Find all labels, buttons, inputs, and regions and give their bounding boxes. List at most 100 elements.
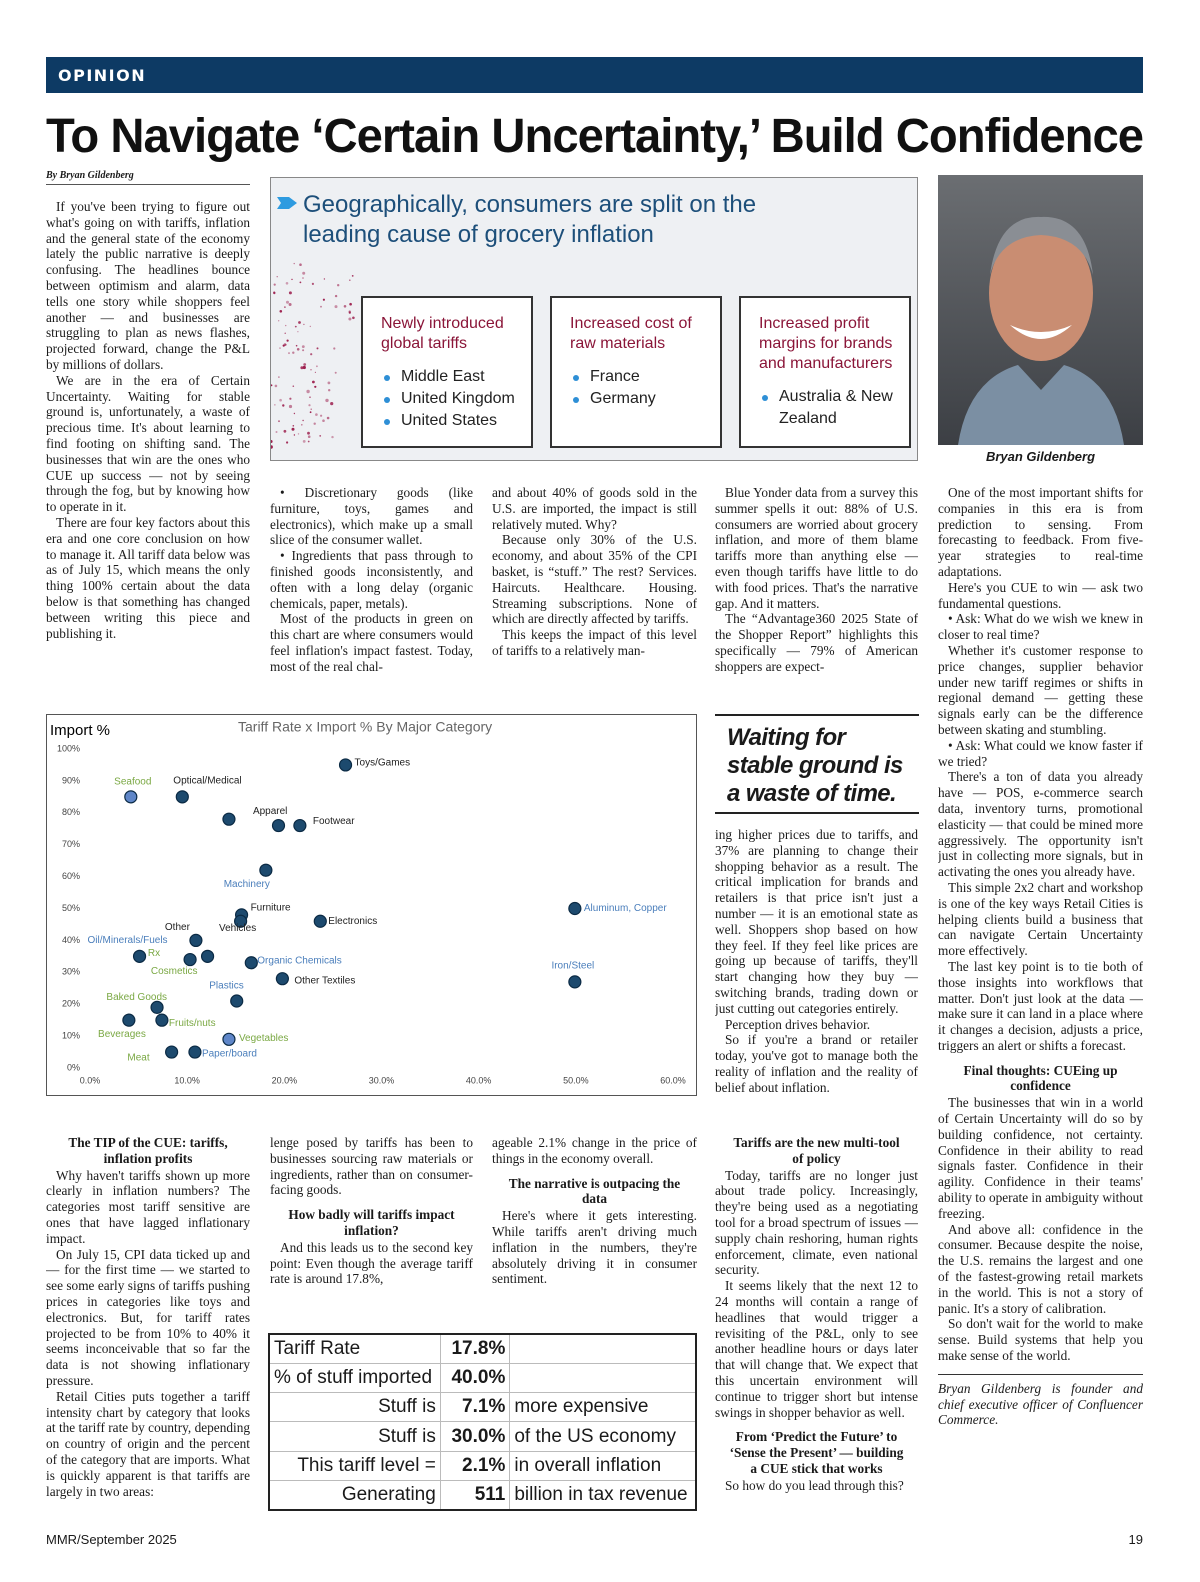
decor-dot <box>302 277 304 279</box>
paragraph: • Ask: What do we wish we knew in closer… <box>938 611 1143 643</box>
decor-dot <box>330 402 334 406</box>
photo-caption: Bryan Gildenberg <box>985 449 1096 464</box>
decor-dot <box>301 424 303 426</box>
paragraph: So if you're a brand or retailer today, … <box>715 1032 918 1095</box>
paragraph: Why haven't tariffs shown up more clearl… <box>46 1167 250 1246</box>
paragraph: • Ingredients that pass through to finis… <box>270 548 473 611</box>
decor-dot <box>310 369 312 371</box>
decor-dot <box>322 419 325 422</box>
decor-dot <box>315 413 318 416</box>
decor-dot <box>292 425 295 427</box>
table-cell: 2.1% <box>439 1450 511 1481</box>
decor-dot <box>309 325 311 328</box>
x-tick-label: 40.0% <box>466 1075 492 1085</box>
cause-heading: Newly introduced global tariffs <box>381 315 504 352</box>
table-cell: 511 <box>439 1479 511 1511</box>
decor-dot <box>289 397 292 400</box>
decor-dot <box>300 366 304 370</box>
point-label: Other Textiles <box>294 975 355 986</box>
decor-dot <box>282 404 285 407</box>
decor-dot <box>298 321 301 324</box>
paragraph: And above all: confidence in the consume… <box>938 1221 1143 1316</box>
decor-dot <box>323 278 326 280</box>
decor-dot <box>302 419 304 422</box>
decor-dot <box>285 282 289 285</box>
point-label: Cosmetics <box>151 966 198 977</box>
paragraph: Whether it's customer response to price … <box>938 642 1143 737</box>
table-cell: 7.1% <box>439 1392 511 1423</box>
country-list: Australia & New Zealand <box>759 386 897 430</box>
data-point <box>230 994 244 1008</box>
decor-dot <box>307 440 310 443</box>
decor-dot <box>299 263 302 266</box>
point-label: Other <box>165 922 191 933</box>
decor-dot <box>292 385 295 387</box>
decor-dot <box>334 371 337 374</box>
decor-dot <box>288 303 292 306</box>
chart-frame <box>46 714 697 1096</box>
decor-dot <box>273 283 276 286</box>
data-point <box>234 914 248 928</box>
decor-dot <box>294 325 297 328</box>
decor-dot <box>322 298 325 301</box>
decor-dot <box>295 344 298 347</box>
arrow-icon <box>277 197 297 209</box>
decor-dot <box>311 282 314 285</box>
decor-dot <box>279 310 283 313</box>
decor-dot <box>271 384 273 387</box>
data-point <box>275 972 289 986</box>
decor-dot <box>306 389 310 394</box>
decor-dot <box>309 396 311 398</box>
point-label: Vegetables <box>239 1033 289 1044</box>
section-banner: OPINION <box>46 57 1143 93</box>
decor-dot <box>278 376 280 378</box>
point-label: Aluminum, Copper <box>584 903 667 914</box>
paragraph: lenge posed by tariffs has been to busin… <box>270 1135 473 1198</box>
decor-dot <box>343 305 347 308</box>
paragraph: Here's where it gets interesting. While … <box>492 1208 697 1287</box>
data-point <box>132 949 147 963</box>
decor-dot <box>348 311 351 314</box>
section-heading: Tariffs are the new multi-tool of policy <box>733 1135 900 1166</box>
decor-dot <box>279 398 282 402</box>
y-axis-label: Import % <box>50 722 110 739</box>
decor-dot <box>307 435 311 438</box>
y-tick-label: 10% <box>62 1030 80 1040</box>
x-tick-label: 0.0% <box>80 1075 101 1085</box>
data-point <box>244 956 258 970</box>
footer-publication: MMR/September 2025 <box>46 1532 177 1547</box>
cause-heading: Increased cost of raw materials <box>570 315 692 352</box>
data-point <box>124 790 138 804</box>
decor-dot <box>291 427 295 431</box>
data-point <box>271 818 286 833</box>
table-cell: Generating <box>268 1479 441 1511</box>
paragraph: So how do you lead through this? <box>725 1477 904 1493</box>
paragraph: This simple 2x2 chart and workshop is on… <box>938 879 1143 959</box>
y-tick-label: 40% <box>62 935 80 945</box>
paragraph: Here's you CUE to win — ask two fundamen… <box>938 579 1143 611</box>
data-point <box>200 949 215 963</box>
decor-dot <box>286 300 289 304</box>
decor-dot <box>352 316 355 320</box>
decor-dot <box>334 294 338 298</box>
paragraph: There's a ton of data you already have —… <box>938 769 1143 880</box>
article-column: lenge posed by tariffs has been to busin… <box>270 1135 473 1295</box>
decor-dot <box>301 345 305 348</box>
decor-dot <box>333 347 336 350</box>
data-point <box>188 1045 202 1059</box>
paragraph: Retail Cities puts together a tariff int… <box>46 1388 250 1499</box>
table-cell: billion in tax revenue <box>509 1479 697 1511</box>
point-label: Optical/Medical <box>173 775 241 786</box>
paragraph: It seems likely that the next 12 to 24 m… <box>715 1278 918 1420</box>
paragraph: Most of the products in green on this ch… <box>270 611 473 674</box>
empty-cell <box>509 1333 697 1365</box>
paragraph: Perception drives behavior. <box>725 1016 871 1032</box>
decor-dot <box>309 411 312 414</box>
data-point <box>222 1032 236 1046</box>
portrait <box>958 216 1124 445</box>
data-point <box>338 758 353 772</box>
decor-dot <box>271 445 273 449</box>
decor-dot <box>325 398 329 403</box>
article-column: If you've been trying to figure out what… <box>46 199 250 675</box>
decor-dot <box>293 412 296 415</box>
